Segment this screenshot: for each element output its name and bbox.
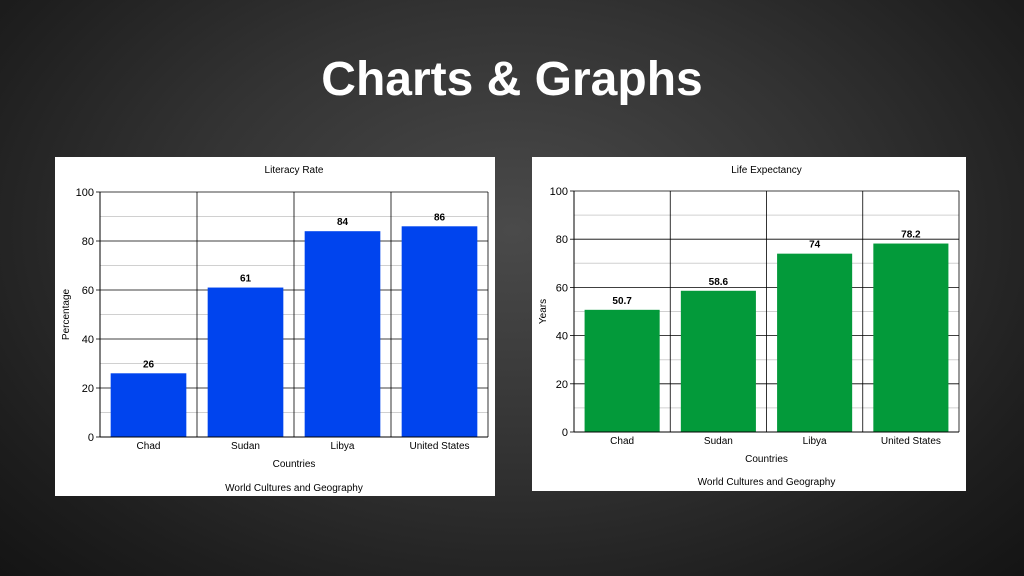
- y-tick-label: 100: [550, 186, 568, 198]
- x-tick-label: United States: [881, 436, 941, 447]
- bar-sudan: [207, 287, 284, 437]
- bar-sudan: [680, 290, 756, 432]
- y-axis-label: Years: [538, 299, 549, 324]
- life-expectancy-chart: 0 20 40 60 80 100 50.7 Chad 58.6 Sudan 74 Libya 78.2…: [532, 157, 966, 491]
- x-tick-label: Libya: [331, 441, 355, 452]
- bar-value-label: 78.2: [901, 230, 921, 241]
- y-tick-label: 60: [82, 285, 94, 297]
- chart-source: World Cultures and Geography: [225, 483, 363, 494]
- y-tick-label: 40: [556, 331, 568, 343]
- y-tick-label: 60: [556, 282, 568, 294]
- x-axis-label: Countries: [745, 454, 788, 465]
- life-expectancy-chart-svg: 0 20 40 60 80 100 50.7 Chad 58.6 Sudan 74 Libya 78.2…: [538, 165, 960, 488]
- bar-value-label: 86: [434, 212, 446, 223]
- y-tick-label: 20: [556, 379, 568, 391]
- x-tick-label: United States: [409, 441, 469, 452]
- bar-value-label: 26: [143, 359, 155, 370]
- bar-chad: [110, 373, 187, 437]
- y-tick-label: 20: [82, 383, 94, 395]
- bar-value-label: 74: [809, 240, 821, 251]
- bar-libya: [304, 231, 381, 437]
- x-axis-label: Countries: [273, 459, 316, 470]
- y-tick-label: 0: [562, 427, 568, 439]
- bar-united-states: [873, 243, 949, 432]
- bar-chad: [584, 309, 660, 432]
- literacy-rate-chart: 0 20 40 60 80 100 26 Chad 61 Sudan 84 Libya 86 United…: [55, 157, 495, 496]
- chart-source: World Cultures and Geography: [698, 477, 836, 488]
- bar-value-label: 84: [337, 217, 349, 228]
- y-tick-label: 80: [82, 236, 94, 248]
- literacy-rate-chart-svg: 0 20 40 60 80 100 26 Chad 61 Sudan 84 Libya 86 United…: [61, 165, 489, 494]
- slide-title: Charts & Graphs: [321, 53, 703, 106]
- x-tick-label: Chad: [137, 441, 161, 452]
- bar-value-label: 50.7: [612, 296, 632, 307]
- x-tick-label: Sudan: [231, 441, 260, 452]
- bar-libya: [777, 253, 853, 432]
- y-tick-label: 0: [88, 432, 94, 444]
- x-tick-label: Libya: [803, 436, 827, 447]
- chart-title: Life Expectancy: [731, 165, 802, 176]
- x-tick-label: Chad: [610, 436, 634, 447]
- y-tick-label: 100: [76, 187, 94, 199]
- y-tick-label: 40: [82, 334, 94, 346]
- bar-value-label: 61: [240, 274, 252, 285]
- x-tick-label: Sudan: [704, 436, 733, 447]
- bar-united-states: [401, 226, 478, 437]
- y-axis-label: Percentage: [61, 288, 72, 340]
- chart-title: Literacy Rate: [265, 165, 324, 176]
- y-tick-label: 80: [556, 234, 568, 246]
- bar-value-label: 58.6: [709, 277, 729, 288]
